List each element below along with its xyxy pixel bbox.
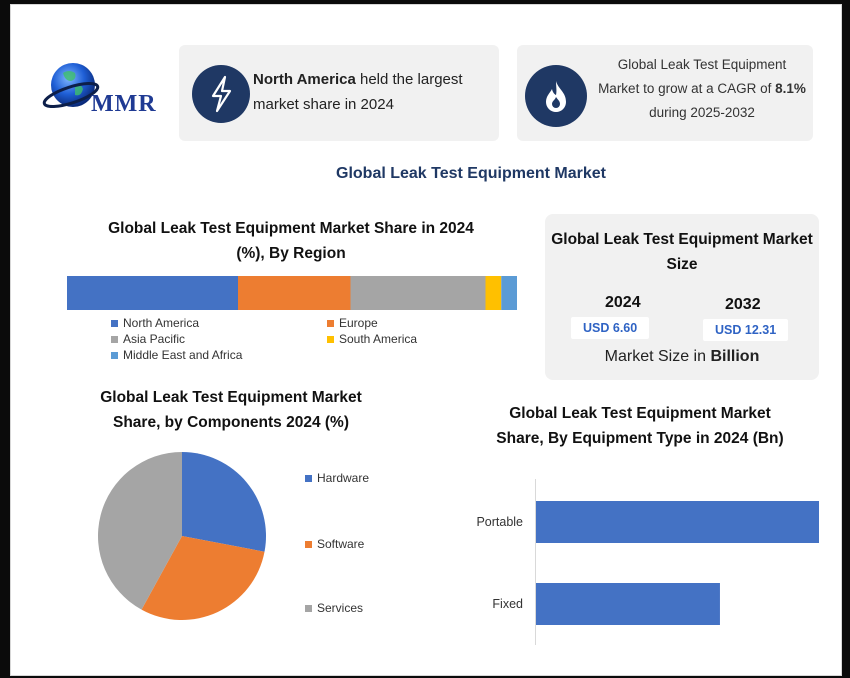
equipment-bar-portable <box>536 501 819 543</box>
market-size-value-2032: USD 12.31 <box>703 319 789 341</box>
legend-label: Middle East and Africa <box>123 348 243 362</box>
market-size-card: Global Leak Test Equipment Market Size 2… <box>545 214 819 380</box>
market-size-year-2032: 2032 <box>725 296 761 313</box>
highlight-card-region: North America held the largest market sh… <box>179 45 499 141</box>
region-bar-segment-0 <box>67 276 238 310</box>
legend-swatch <box>327 319 334 327</box>
legend-label: Hardware <box>317 471 370 485</box>
equipment-category-label: Fixed <box>492 597 523 611</box>
flame-icon <box>525 65 587 127</box>
components-legend-item: Hardware <box>305 471 369 485</box>
equipment-category-label: Portable <box>476 515 523 529</box>
region-legend-item: Asia Pacific <box>111 332 185 346</box>
region-legend-item: Europe <box>327 316 378 330</box>
highlight-region-text: held the largest market share in 2024 <box>253 71 463 113</box>
main-title: Global Leak Test Equipment Market <box>336 165 606 182</box>
components-pie-chart <box>97 452 266 620</box>
legend-swatch <box>111 319 118 327</box>
equipment-bar-fixed <box>536 583 720 625</box>
legend-label: Asia Pacific <box>123 332 186 346</box>
region-legend-item: North America <box>111 316 199 330</box>
region-bar-segment-2 <box>350 276 486 310</box>
region-bar-segment-4 <box>501 276 517 310</box>
components-chart-title: Global Leak Test Equipment Market Share,… <box>100 389 362 431</box>
logo-text: MMR <box>91 91 157 117</box>
highlight-cagr-line: Global Leak Test Equipment Market to gro… <box>598 57 787 96</box>
market-size-year-2024: 2024 <box>605 294 641 311</box>
market-size-caption-prefix: Market Size in <box>604 348 711 365</box>
highlight-text-region: North America held the largest market sh… <box>253 67 493 117</box>
legend-swatch <box>111 335 118 343</box>
highlight-cagr-bold: 8.1% <box>775 81 806 96</box>
market-size-title: Global Leak Test Equipment Market Size <box>551 231 813 273</box>
components-legend-item: Software <box>305 537 364 551</box>
highlight-region-bold: North America <box>253 71 356 88</box>
components-legend-item: Services <box>305 601 363 615</box>
legend-swatch <box>327 335 334 343</box>
legend-label: Services <box>317 601 364 615</box>
region-chart-title: Global Leak Test Equipment Market Share … <box>108 220 474 262</box>
legend-label: Europe <box>339 316 378 330</box>
market-size-value-2024: USD 6.60 <box>571 317 650 339</box>
pie-slice-services <box>97 452 182 610</box>
region-bar-segment-3 <box>485 276 502 310</box>
globe-logo-icon <box>42 63 100 109</box>
region-stacked-bar <box>67 276 517 310</box>
highlight-card-cagr: Global Leak Test Equipment Market to gro… <box>517 45 813 141</box>
highlight-cagr-rest: during 2025-2032 <box>649 105 755 120</box>
legend-swatch <box>305 604 312 612</box>
legend-swatch <box>305 474 312 482</box>
legend-swatch <box>305 540 312 548</box>
legend-swatch <box>111 351 118 359</box>
equipment-chart-title: Global Leak Test Equipment Market Share,… <box>496 405 784 447</box>
equipment-axis-line <box>535 479 536 645</box>
region-legend-item: South America <box>327 332 417 346</box>
region-legend-item: Middle East and Africa <box>111 348 242 362</box>
legend-label: North America <box>123 316 200 330</box>
market-size-caption-bold: Billion <box>710 348 760 365</box>
pie-slice-hardware <box>182 452 266 552</box>
legend-label: South America <box>339 332 418 346</box>
pie-slice-software <box>141 536 265 620</box>
highlight-text-cagr: Global Leak Test Equipment Market to gro… <box>597 53 807 125</box>
infographic-frame: MMR North America held the largest marke… <box>10 4 842 676</box>
market-size-caption: Market Size in Billion <box>545 348 819 366</box>
legend-label: Software <box>317 537 365 551</box>
lightning-icon <box>192 65 250 123</box>
region-bar-segment-1 <box>238 276 351 310</box>
equipment-bar-chart: Portable Fixed <box>476 501 819 625</box>
